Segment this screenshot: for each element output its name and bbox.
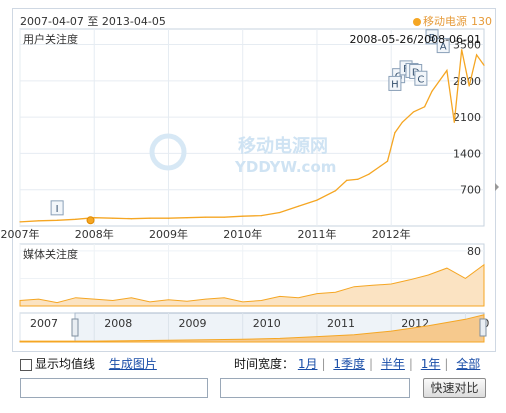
keyword-input-1[interactable] xyxy=(20,378,208,398)
time-option-all[interactable]: 全部 xyxy=(456,357,481,371)
x-tick-label: 2010 xyxy=(253,317,281,330)
data-point xyxy=(379,165,381,167)
keyword-input-2[interactable] xyxy=(220,378,410,398)
event-marker xyxy=(50,200,64,216)
data-point xyxy=(346,179,348,181)
event-marker-label: A xyxy=(440,42,447,53)
legend-dot-icon xyxy=(413,18,421,26)
y-tick-label: 1400 xyxy=(453,147,481,160)
x-tick-label: 2011 xyxy=(327,317,355,330)
data-point xyxy=(75,218,77,220)
data-point xyxy=(412,111,415,113)
navigator-handle-right[interactable] xyxy=(479,318,487,337)
series-area-media xyxy=(19,263,485,307)
time-width: 时间宽度： 1月 | 1季度 | 半年 | 1年 | 全部 xyxy=(234,357,481,371)
navigator-handle-left[interactable] xyxy=(71,318,79,337)
event-marker xyxy=(414,70,428,86)
data-point xyxy=(453,121,455,123)
time-option-half-year[interactable]: 半年 xyxy=(380,357,405,371)
legend-label: 移动电源 xyxy=(423,15,467,28)
event-marker-label: C xyxy=(417,74,424,85)
time-option-1m[interactable]: 1月 xyxy=(297,357,318,371)
data-point xyxy=(130,218,132,220)
panel-user-attention xyxy=(19,28,485,227)
x-tick-label: 2007年 xyxy=(1,227,40,241)
data-point xyxy=(37,220,40,222)
trend-chart[interactable]: 700 1400 2100 2800 3500 2007年 2008年 2009年 2010年 2… xyxy=(0,0,506,352)
data-point xyxy=(56,219,58,221)
data-point xyxy=(394,132,396,134)
chart-title-user: 用户关注度 xyxy=(23,32,78,46)
watermark-logo-icon xyxy=(149,133,187,171)
data-point xyxy=(401,121,403,123)
time-option-1y[interactable]: 1年 xyxy=(420,357,441,371)
time-option-1q[interactable]: 1季度 xyxy=(333,357,365,371)
data-point xyxy=(424,106,426,108)
data-point xyxy=(438,80,441,82)
data-point xyxy=(461,49,463,51)
data-point xyxy=(205,216,207,218)
x-tick-label: 2011年 xyxy=(297,227,336,241)
event-marker xyxy=(436,38,450,54)
y-tick-label: 2800 xyxy=(453,75,481,88)
data-point xyxy=(260,215,262,217)
y-tick-label: 3500 xyxy=(453,39,481,52)
data-point xyxy=(297,205,299,207)
data-point xyxy=(149,217,151,219)
time-width-label: 时间宽度： xyxy=(234,357,295,371)
y-tick-label: 2100 xyxy=(453,111,481,124)
data-point xyxy=(223,216,225,218)
data-point xyxy=(475,54,478,56)
event-marker-label: I xyxy=(56,204,59,215)
data-point xyxy=(167,217,170,219)
date-range: 2007-04-07 至 2013-04-05 xyxy=(20,15,166,28)
event-marker-label: H xyxy=(391,79,399,90)
legend-value: 130 xyxy=(471,15,492,28)
x-tick-label: 2010年 xyxy=(223,227,262,241)
checkbox-icon xyxy=(20,358,32,371)
legend[interactable]: 移动电源 130 xyxy=(413,13,492,29)
x-tick-label: 2008年 xyxy=(75,227,114,241)
data-point xyxy=(483,64,485,66)
data-point xyxy=(242,215,244,217)
data-point xyxy=(468,85,470,87)
data-point xyxy=(93,217,95,219)
x-tick-label: 2012年 xyxy=(372,227,411,241)
data-point xyxy=(446,69,448,72)
data-point xyxy=(316,199,318,201)
data-point xyxy=(357,178,359,180)
y-tick-label: 80 xyxy=(467,245,481,258)
y-tick-label: 700 xyxy=(460,184,481,197)
data-point xyxy=(386,160,389,162)
x-tick-label: 2007 xyxy=(30,317,58,330)
scroll-right-icon xyxy=(495,183,499,191)
data-point xyxy=(19,221,21,223)
watermark-text: YDDYW.com xyxy=(234,158,336,176)
compare-button[interactable]: 快速对比 xyxy=(423,378,486,398)
event-marker xyxy=(388,75,402,91)
chart-title-media: 媒体关注度 xyxy=(23,247,78,261)
data-point xyxy=(334,190,337,192)
selected-range: 2008-05-26/2008-06-01 xyxy=(349,33,481,46)
ma-label: 显示均值线 xyxy=(35,357,96,371)
highlight-point xyxy=(86,216,95,225)
controls-bar: 显示均值线 生成图片 时间宽度： 1月 | 1季度 | 半年 | 1年 | 全部 xyxy=(20,355,490,372)
x-tick-label: 2009年 xyxy=(149,227,188,241)
x-tick-label: 2008 xyxy=(104,317,132,330)
event-marker-label: B xyxy=(429,33,436,44)
series-area-navigator xyxy=(19,314,485,343)
x-tick-label: 2009 xyxy=(178,317,206,330)
data-point xyxy=(431,90,433,92)
data-point xyxy=(368,173,370,175)
watermark-text: 移动电源网 xyxy=(238,135,328,157)
data-point xyxy=(112,217,114,219)
data-point xyxy=(186,217,188,219)
gen-image-link[interactable]: 生成图片 xyxy=(108,357,157,371)
event-marker xyxy=(425,29,439,45)
ma-checkbox[interactable]: 显示均值线 xyxy=(20,357,95,371)
data-point xyxy=(279,211,281,214)
